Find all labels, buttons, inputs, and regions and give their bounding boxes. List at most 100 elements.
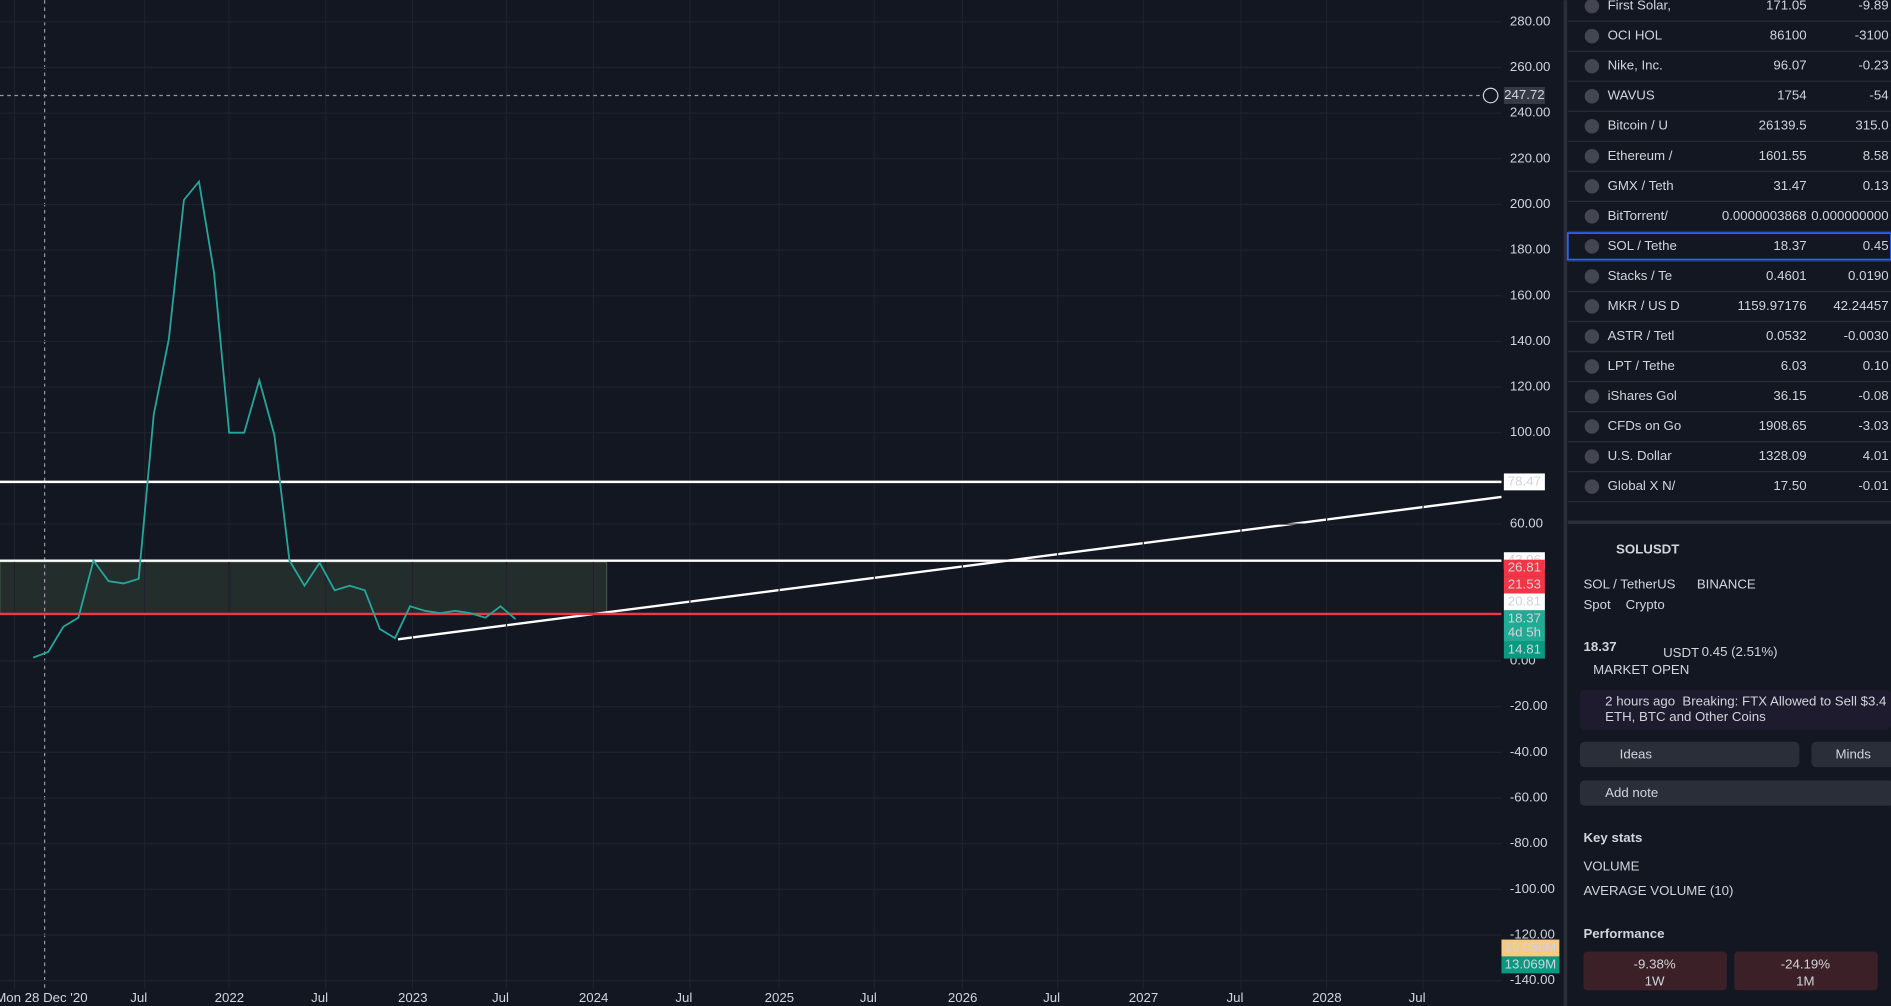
right-panel <box>1565 0 1891 1006</box>
perf-period: 1M <box>1796 973 1814 988</box>
symbol-name[interactable]: First Solar, <box>1608 0 1671 13</box>
symbol-price: 18.37 <box>1773 238 1806 253</box>
symbol-name[interactable]: iShares Gol <box>1608 388 1677 403</box>
section-title: Key stats <box>1583 830 1642 845</box>
symbol-name[interactable]: SOL / Tethe <box>1608 238 1677 253</box>
trend-line <box>397 495 1502 641</box>
perf-cell <box>1734 951 1878 991</box>
symbol-name[interactable]: Stacks / Te <box>1608 268 1673 283</box>
symbol-name[interactable]: ASTR / Tetl <box>1608 328 1675 343</box>
symbol-change: -3.03 <box>1858 418 1888 433</box>
x-tick-label: Jul <box>492 990 509 1005</box>
symbol-price: 6.03 <box>1781 358 1807 373</box>
y-tick-label: 60.00 <box>1510 516 1543 531</box>
perf-period: 1W <box>1645 973 1665 988</box>
x-tick-label: Jul <box>311 990 328 1005</box>
symbol-price: 1159.97176 <box>1738 298 1807 313</box>
symbol-name[interactable]: Nike, Inc. <box>1608 58 1663 73</box>
symbol-change: -0.08 <box>1858 388 1888 403</box>
price-label: 21.53 <box>1508 577 1541 592</box>
symbol-name[interactable]: OCI HOL <box>1608 28 1662 43</box>
symbol-change: 8.58 <box>1863 148 1889 163</box>
symbol-icon <box>1584 179 1600 194</box>
perf-value: -9.38% <box>1634 956 1676 971</box>
symbol-change: 0.45 <box>1863 238 1889 253</box>
symbol-icon <box>1584 269 1600 284</box>
symbol-price: 1908.65 <box>1759 418 1807 433</box>
button[interactable] <box>1579 780 1891 806</box>
volume-label-bg <box>1501 956 1560 974</box>
symbol-icon <box>1584 359 1600 374</box>
button-label: Add note <box>1605 785 1658 800</box>
symbol: SOLUSDT <box>1616 542 1679 557</box>
crosshair-plus[interactable] <box>1482 87 1499 104</box>
symbol-name[interactable]: LPT / Tethe <box>1608 358 1675 373</box>
symbol-price: 1328.09 <box>1759 448 1807 463</box>
x-tick-label: 2027 <box>1129 990 1158 1005</box>
x-tick-label: 2022 <box>215 990 244 1005</box>
symbol-price: 26139.5 <box>1759 118 1807 133</box>
news-time: 2 hours ago <box>1605 693 1675 708</box>
symbol-change: 4.01 <box>1863 448 1889 463</box>
symbol-icon <box>1584 149 1600 164</box>
symbol-name[interactable]: Global X N/ <box>1608 478 1676 493</box>
symbol-icon <box>1584 299 1600 314</box>
x-tick-label: 2023 <box>398 990 427 1005</box>
kind: Spot <box>1583 597 1611 612</box>
symbol-price: 0.0532 <box>1766 328 1807 343</box>
x-tick-label: 2026 <box>948 990 977 1005</box>
price-label: 14.81 <box>1508 642 1541 657</box>
symbol-icon <box>1584 449 1600 464</box>
symbol-details: SOLUSDT SOL / TetherUS BINANCE Spot Crypto 18… <box>1579 542 1891 991</box>
y-tick-label: -40.00 <box>1510 744 1548 759</box>
symbol-name[interactable]: WAVUS <box>1608 88 1655 103</box>
symbol-change: -0.0030 <box>1844 328 1889 343</box>
symbol-icon <box>1584 479 1600 494</box>
x-tick-label: 2025 <box>765 990 794 1005</box>
button-label: Ideas <box>1620 747 1653 762</box>
price-label-bg <box>1503 610 1545 642</box>
symbol-price: 31.47 <box>1773 178 1806 193</box>
button[interactable] <box>1579 741 1800 768</box>
symbol-name[interactable]: Bitcoin / U <box>1608 118 1668 133</box>
symbol-price: 36.15 <box>1773 388 1806 403</box>
news-headline: Breaking: FTX Allowed to Sell $3.4 Billi <box>1682 693 1891 708</box>
y-tick-label: 280.00 <box>1510 13 1551 28</box>
price-label-bg <box>1503 559 1545 577</box>
symbol-name[interactable]: CFDs on Go <box>1608 418 1682 433</box>
symbol-name[interactable]: GMX / Teth <box>1608 178 1674 193</box>
symbol-price: 171.05 <box>1766 0 1807 13</box>
volume-label-bg <box>1501 939 1560 957</box>
crosshair-label-bg <box>1503 87 1545 104</box>
symbol-name[interactable]: Ethereum / <box>1608 148 1673 163</box>
symbol-change: -54 <box>1869 88 1888 103</box>
symbol-change: 0.0190 <box>1848 268 1889 283</box>
x-tick-label: 2024 <box>579 990 608 1005</box>
news-box[interactable] <box>1579 689 1891 730</box>
symbol-name[interactable]: BitTorrent/ <box>1608 208 1669 223</box>
symbol-change: 315.0 <box>1855 118 1888 133</box>
y-tick-label: 140.00 <box>1510 333 1551 348</box>
y-tick-label: 260.00 <box>1510 59 1551 74</box>
status: MARKET OPEN <box>1593 662 1689 677</box>
symbol-icon <box>1584 329 1600 344</box>
y-tick-label: 120.00 <box>1510 379 1551 394</box>
symbol-name[interactable]: U.S. Dollar <box>1608 448 1673 463</box>
button[interactable] <box>1811 741 1891 768</box>
y-tick-label: -120.00 <box>1510 926 1555 941</box>
y-tick-label: 160.00 <box>1510 287 1551 302</box>
y-tick-label: 100.00 <box>1510 424 1551 439</box>
countdown: 4d 5h <box>1508 625 1541 640</box>
symbol-change: 0.10 <box>1863 358 1889 373</box>
price: 18.37 <box>1583 639 1616 654</box>
y-tick-label: 200.00 <box>1510 196 1551 211</box>
price-label: 26.81 <box>1508 560 1541 575</box>
symbol-price: 1754 <box>1777 88 1806 103</box>
symbol-icon <box>1584 88 1600 104</box>
symbol-price: 96.07 <box>1773 58 1806 73</box>
x-tick-label: Jul <box>860 990 877 1005</box>
symbol-change: 0.000000000 <box>1811 208 1888 223</box>
symbol-icon <box>1584 389 1600 404</box>
symbol-name[interactable]: MKR / US D <box>1608 298 1680 313</box>
